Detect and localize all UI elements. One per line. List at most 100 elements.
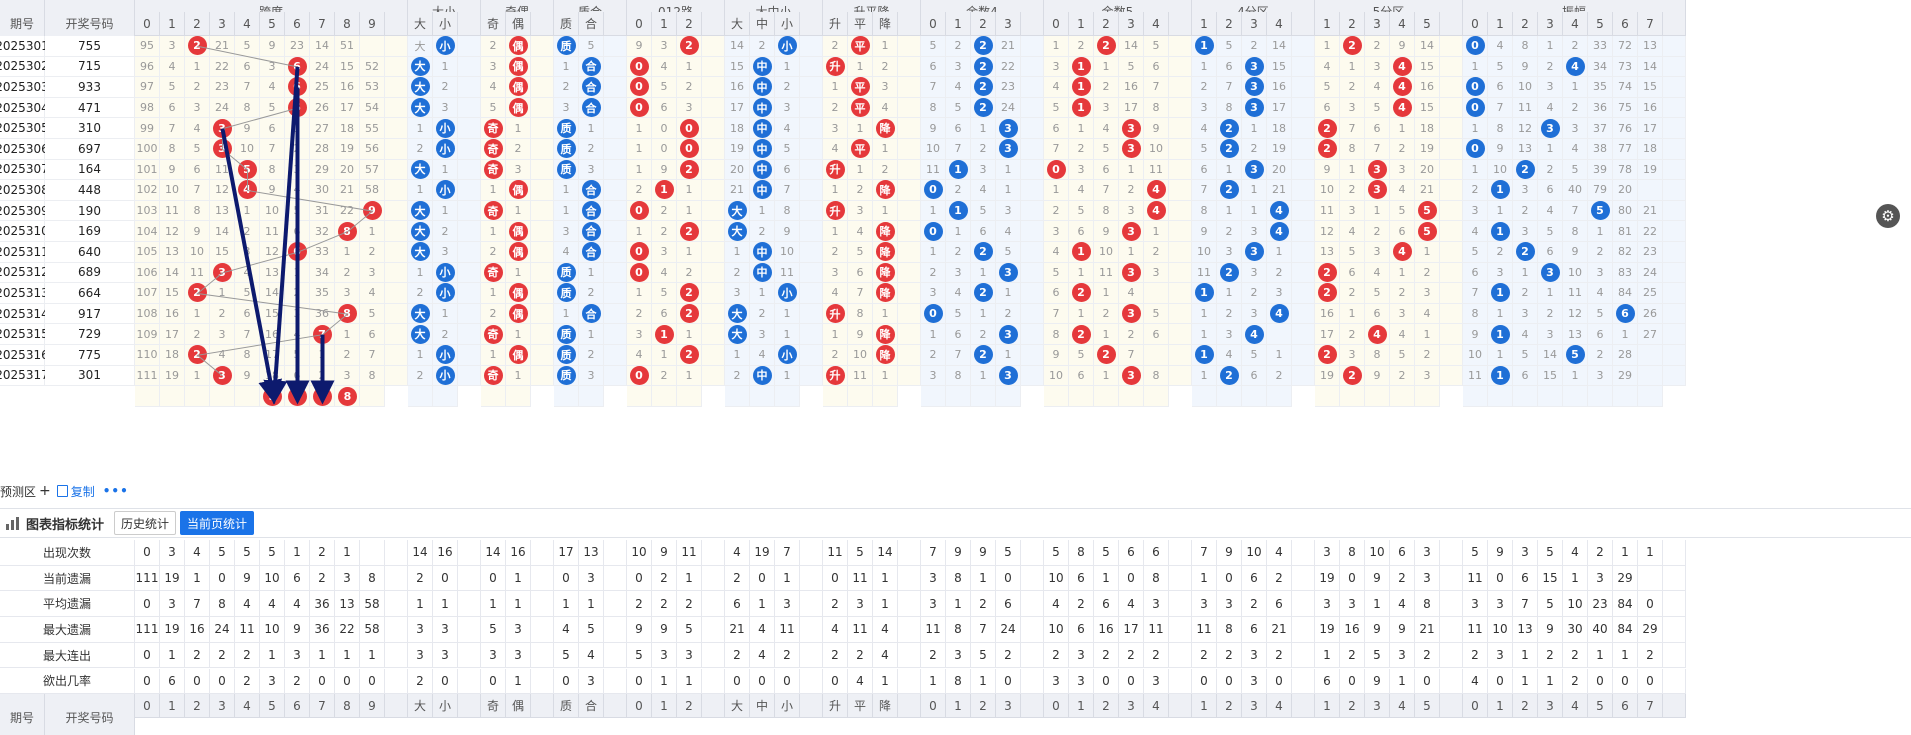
- hit-ball: 质: [556, 345, 576, 365]
- trend-cell: 3: [873, 77, 898, 98]
- stats-cell: 0: [554, 565, 579, 592]
- trend-cell: 7: [1365, 139, 1390, 160]
- predict-ball[interactable]: 8: [338, 386, 357, 406]
- trend-cell: 4: [1340, 221, 1365, 242]
- number-cell: 310: [45, 118, 135, 139]
- stats-cell: 10: [260, 565, 285, 592]
- gap-cell: [1440, 324, 1463, 345]
- top-subheader: 1: [1192, 12, 1217, 36]
- trend-cell: 2: [1267, 365, 1292, 387]
- trend-cell: 1: [627, 118, 652, 139]
- trend-cell: 8: [160, 139, 185, 160]
- trend-cell: 15: [1267, 56, 1292, 78]
- hit-ball: 降: [875, 221, 895, 241]
- stats-cell: 2: [310, 540, 335, 566]
- predict-cell: [1488, 386, 1513, 407]
- trend-cell: 84: [1613, 283, 1638, 304]
- stats-cell: 1: [1613, 540, 1638, 566]
- gap-cell: [604, 303, 627, 325]
- hit-ball: 大: [727, 201, 747, 221]
- top-subheader-gap: [702, 12, 725, 36]
- history-stats-button[interactable]: 历史统计: [114, 511, 177, 535]
- hit-ball: 1: [1071, 56, 1091, 76]
- hit-ball: 4: [1392, 98, 1412, 118]
- trend-cell: 4: [235, 180, 260, 201]
- stats-cell: 2: [1563, 668, 1588, 695]
- stats-cell: 0: [1119, 668, 1144, 695]
- trend-cell: 16: [1638, 97, 1663, 119]
- gap-cell: [458, 56, 481, 78]
- trend-cell: 2: [1069, 139, 1094, 160]
- trend-cell: 2: [554, 77, 579, 98]
- number-cell: 169: [45, 221, 135, 242]
- trend-cell: 2: [1513, 283, 1538, 304]
- hit-ball: 3: [1367, 180, 1387, 200]
- gap-cell: [458, 283, 481, 304]
- stats-cell: 111: [135, 617, 160, 643]
- trend-cell: 2: [1415, 345, 1440, 366]
- trend-cell: 2: [481, 242, 506, 263]
- gap-cell: [1663, 118, 1686, 139]
- stats-cell: 2: [285, 668, 310, 695]
- stats-cell: 0: [210, 565, 235, 592]
- stats-cell: 1: [775, 565, 800, 592]
- hit-ball: 5: [1417, 201, 1437, 221]
- trend-cell: 2: [971, 77, 996, 98]
- more-button[interactable]: •••: [102, 484, 129, 498]
- stats-cell: 16: [506, 540, 531, 566]
- copy-button[interactable]: 复制: [56, 483, 95, 500]
- predict-ball[interactable]: 5: [263, 386, 282, 406]
- trend-cell: 奇: [481, 139, 506, 160]
- hit-ball: 3: [998, 262, 1018, 282]
- predict-cell: [554, 386, 579, 407]
- predict-cell: [1340, 386, 1365, 407]
- stats-cell: 19: [160, 617, 185, 643]
- trend-cell: 3: [433, 97, 458, 119]
- trend-cell: 7: [946, 345, 971, 366]
- trend-cell: 11: [775, 262, 800, 284]
- top-subheader: 9: [360, 12, 385, 36]
- gap-cell: [385, 262, 408, 284]
- trend-cell: 2: [971, 345, 996, 366]
- trend-cell: 105: [135, 242, 160, 263]
- trend-cell: 6: [1390, 221, 1415, 242]
- trend-cell: 9: [1488, 139, 1513, 160]
- trend-cell: 1: [946, 200, 971, 222]
- trend-cell: 1: [873, 303, 898, 325]
- trend-cell: 1: [1538, 283, 1563, 304]
- stats-cell: 40: [1588, 617, 1613, 643]
- trend-cell: 3: [1119, 139, 1144, 160]
- plus-icon[interactable]: +: [39, 483, 51, 499]
- issue-cell: 2025317: [0, 365, 49, 387]
- gap-cell: [604, 36, 627, 57]
- trend-cell: 4: [750, 345, 775, 366]
- trend-cell: 2: [971, 139, 996, 160]
- predict-cell: [725, 386, 750, 407]
- trend-cell: 3: [1340, 97, 1365, 119]
- top-subheader: 0: [627, 12, 652, 36]
- predict-ball[interactable]: 6: [288, 386, 307, 406]
- trend-cell: 1: [1192, 283, 1217, 304]
- trend-cell: 28: [1613, 345, 1638, 366]
- trend-cell: 4: [823, 283, 848, 304]
- trend-cell: 2: [210, 303, 235, 325]
- trend-cell: 17: [725, 97, 750, 119]
- hit-ball: 2: [973, 283, 993, 303]
- trend-cell: 1: [1069, 118, 1094, 139]
- trend-cell: 3: [1463, 200, 1488, 222]
- trend-cell: 33: [310, 242, 335, 263]
- hit-ball: 2: [1317, 262, 1337, 282]
- stats-cell: 10: [1488, 617, 1513, 643]
- predict-ball[interactable]: 7: [313, 386, 332, 406]
- gear-icon[interactable]: ⚙: [1876, 204, 1900, 228]
- stats-cell: 23: [1588, 591, 1613, 618]
- current-page-stats-button[interactable]: 当前页统计: [180, 511, 255, 535]
- trend-cell: 3: [1242, 242, 1267, 263]
- trend-cell: 55: [360, 118, 385, 139]
- bottom-subheader-gap: [531, 694, 554, 719]
- gap-cell: [385, 139, 408, 160]
- stats-cell: 0: [1340, 668, 1365, 695]
- trend-cell: 降: [873, 221, 898, 242]
- trend-cell: 81: [1613, 221, 1638, 242]
- trend-cell: 3: [996, 118, 1021, 139]
